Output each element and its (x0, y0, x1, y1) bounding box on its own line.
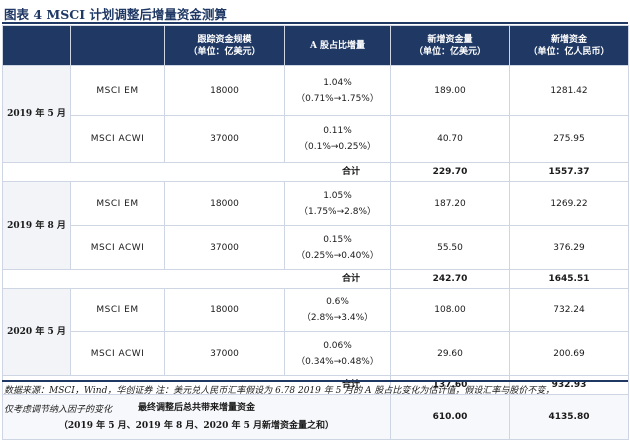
index-name: MSCI EM (70, 288, 165, 332)
pct-value: 1.05% (323, 190, 352, 201)
table-row: 2019 年 8 月 MSCI EM 18000 1.05% （1.75%→2.… (2, 181, 629, 270)
sum-label: 合计 (2, 162, 391, 182)
table-row: 2019 年 5 月 MSCI EM 18000 1.04% （0.71%→1.… (2, 65, 629, 163)
rmb-value: 1269.22 (509, 181, 629, 226)
final-label-line2: （2019 年 5 月、2019 年 8 月、2020 年 5 月新增资金量之和… (58, 421, 335, 431)
header-index (70, 25, 165, 66)
pct-cell: 0.15% （0.25%→0.40%） (284, 225, 391, 270)
sum-usd: 242.70 (390, 269, 510, 289)
footnote-line2: 仅考虑调节纳入因子的变化 (4, 405, 113, 415)
sum-row: 合计 242.70 1645.51 (2, 269, 629, 289)
rmb-value: 200.69 (509, 331, 629, 376)
footer-rule (2, 380, 628, 382)
period-label: 2019 年 8 月 (2, 181, 71, 270)
sum-rmb: 1557.37 (509, 162, 629, 182)
usd-value: 187.20 (390, 181, 510, 226)
pct-cell: 1.05% （1.75%→2.8%） (284, 181, 391, 226)
scale-value: 18000 (164, 65, 285, 116)
pct-value: 1.04% (323, 77, 352, 88)
pct-value: 0.15% (323, 234, 352, 245)
table-header-row: 跟踪资金规模 （单位：亿美元） A 股占比增量 新增资金量 （单位：亿美元） 新… (2, 25, 629, 66)
rmb-value: 1281.42 (509, 65, 629, 116)
pct-cell: 0.06% （0.34%→0.48%） (284, 331, 391, 376)
table-row: MSCI ACWI 37000 0.11% （0.1%→0.25%） 40.70… (3, 115, 629, 163)
scale-value: 37000 (164, 225, 285, 270)
pct-value: 0.06% (323, 340, 352, 351)
rmb-value: 732.24 (509, 288, 629, 332)
usd-value: 29.60 (390, 331, 510, 376)
scale-value: 37000 (164, 115, 285, 163)
scale-value: 18000 (164, 288, 285, 332)
pct-value: 0.11% (323, 126, 352, 136)
sum-usd: 229.70 (390, 162, 510, 182)
figure-title: 图表 4 MSCI 计划调整后增量资金测算 (4, 7, 227, 22)
table-row: MSCI ACWI 37000 0.06% （0.34%→0.48%） 29.6… (3, 331, 629, 376)
rmb-value: 376.29 (509, 225, 629, 270)
pct-cell: 0.6% （2.8%→3.4%） (284, 288, 391, 332)
title-rule (2, 22, 628, 24)
estimate-table: 跟踪资金规模 （单位：亿美元） A 股占比增量 新增资金量 （单位：亿美元） 新… (2, 25, 629, 440)
index-name: MSCI ACWI (70, 115, 165, 163)
header-pct: A 股占比增量 (284, 25, 391, 66)
usd-value: 189.00 (390, 65, 510, 116)
index-name: MSCI EM (70, 181, 165, 226)
usd-value: 108.00 (390, 288, 510, 332)
pct-range: （0.71%→1.75%） (296, 93, 379, 104)
header-period (2, 25, 71, 66)
index-name: MSCI EM (70, 65, 165, 116)
sum-rmb: 1645.51 (509, 269, 629, 289)
index-name: MSCI ACWI (70, 225, 165, 270)
pct-value: 0.6% (326, 297, 349, 307)
pct-range: （2.8%→3.4%） (301, 313, 374, 323)
header-rmb: 新增资金 （单位：亿人民币） (509, 25, 629, 66)
pct-cell: 1.04% （0.71%→1.75%） (284, 65, 391, 116)
table-row: 2020 年 5 月 MSCI EM 18000 0.6% （2.8%→3.4%… (2, 288, 629, 376)
scale-value: 37000 (164, 331, 285, 376)
period-label: 2020 年 5 月 (2, 288, 71, 376)
sum-label: 合计 (2, 269, 391, 289)
pct-range: （1.75%→2.8%） (299, 206, 376, 217)
index-name: MSCI ACWI (70, 331, 165, 376)
usd-value: 55.50 (390, 225, 510, 270)
pct-range: （0.34%→0.48%） (296, 356, 379, 367)
header-scale: 跟踪资金规模 （单位：亿美元） (164, 25, 285, 66)
pct-cell: 0.11% （0.1%→0.25%） (284, 115, 391, 163)
usd-value: 40.70 (390, 115, 510, 163)
table-row: MSCI ACWI 37000 0.15% （0.25%→0.40%） 55.5… (3, 225, 629, 270)
footnote-line1: 数据来源：MSCI，Wind，华创证券 注：美元兑人民币汇率假设为 6.78 2… (4, 386, 555, 396)
sum-row: 合计 229.70 1557.37 (2, 162, 629, 182)
rmb-value: 275.95 (509, 115, 629, 163)
period-label: 2019 年 5 月 (2, 65, 71, 163)
pct-range: （0.25%→0.40%） (296, 250, 379, 261)
header-usd: 新增资金量 （单位：亿美元） (390, 25, 510, 66)
final-label-line1: 最终调整后总共带来增量资金 (137, 403, 255, 413)
scale-value: 18000 (164, 181, 285, 226)
pct-range: （0.1%→0.25%） (299, 142, 376, 152)
